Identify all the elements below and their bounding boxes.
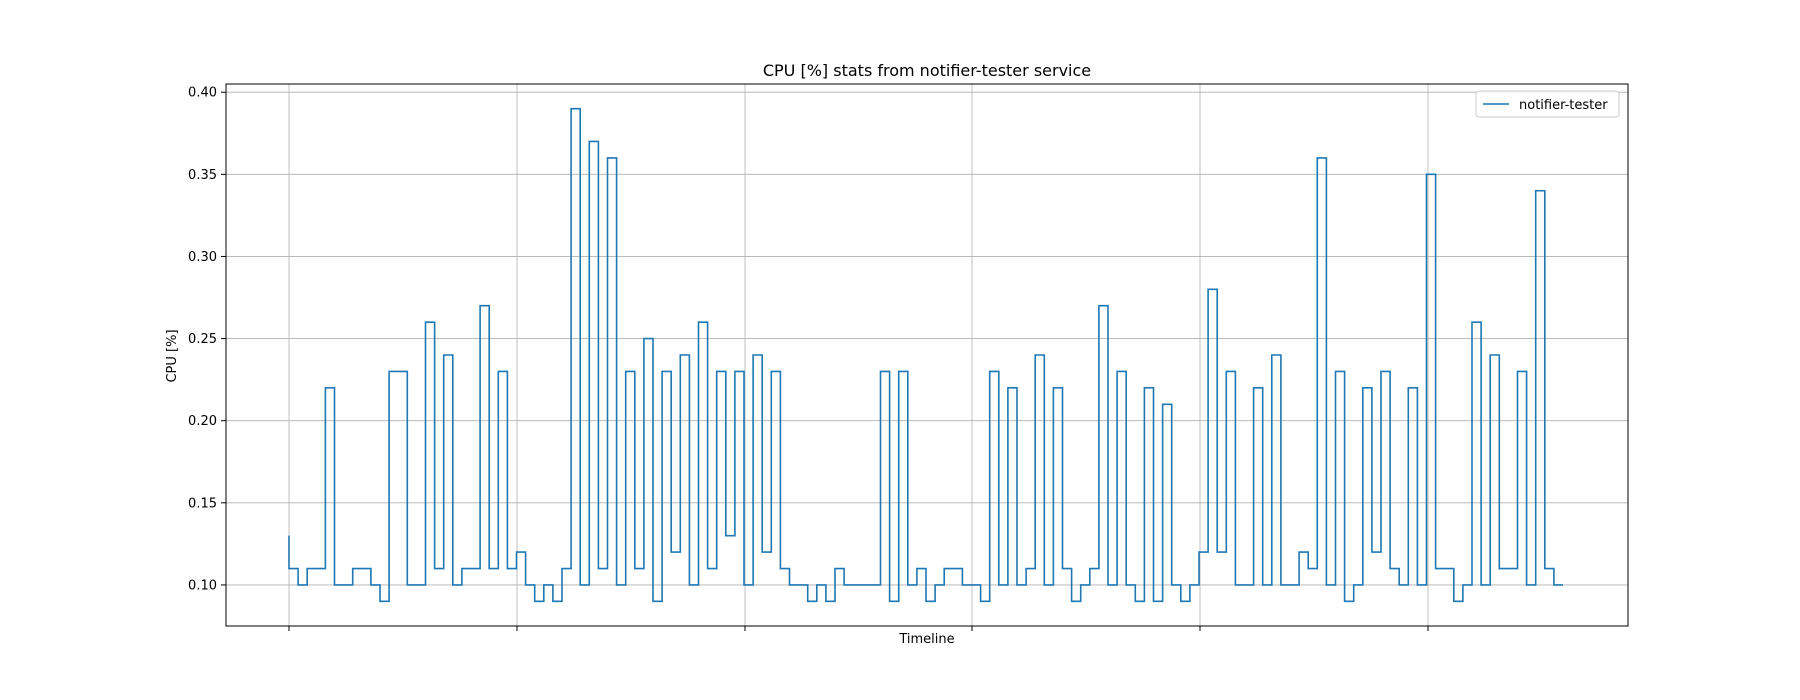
y-tick-label: 0.40: [188, 86, 217, 101]
y-axis-label: CPU [%]: [165, 329, 180, 382]
y-tick-label: 0.25: [188, 332, 217, 347]
legend-box: [1475, 90, 1620, 118]
series-line: [288, 107, 1563, 603]
legend: notifier-tester: [1475, 90, 1620, 118]
x-axis-label: Timeline: [898, 632, 954, 647]
y-tick-label: 0.30: [188, 250, 217, 265]
chart-title: CPU [%] stats from notifier-tester servi…: [763, 61, 1091, 80]
y-tick-label: 0.10: [188, 578, 217, 593]
y-tick-label: 0.20: [188, 414, 217, 429]
plot-frame: [225, 83, 1629, 627]
y-tick-label: 0.15: [188, 496, 217, 511]
y-tick-label: 0.35: [188, 168, 217, 183]
legend-label: notifier-tester: [1519, 98, 1608, 113]
